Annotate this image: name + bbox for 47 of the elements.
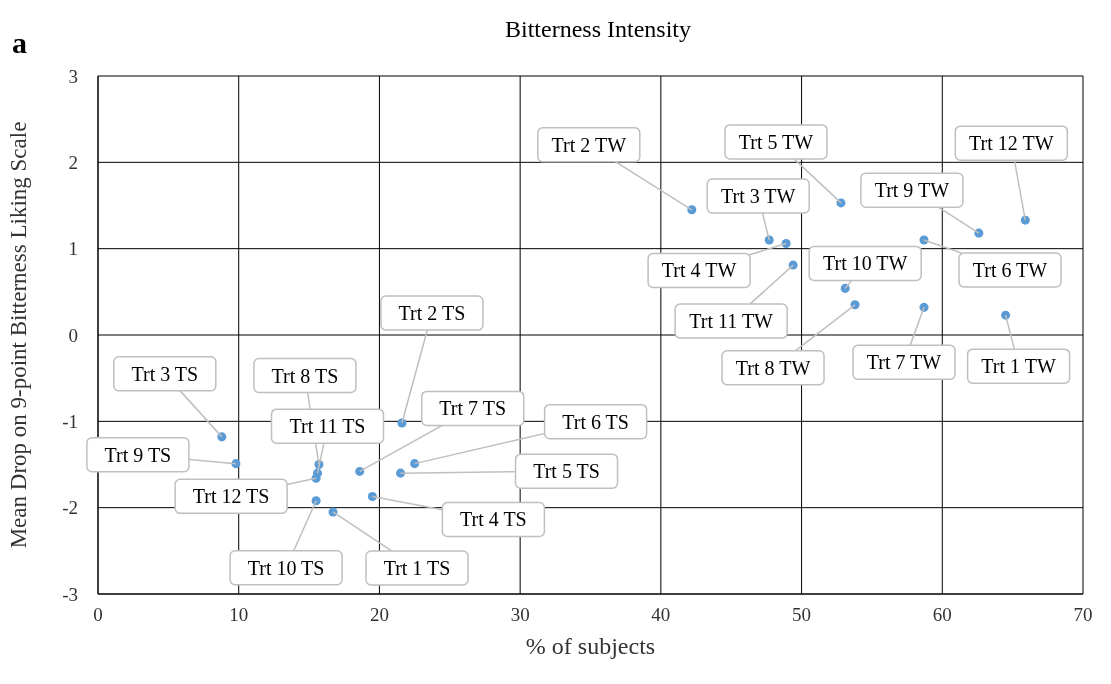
annotation: Trt 10 TS	[247, 556, 325, 579]
callout-box: Trt 3 TS	[113, 356, 223, 438]
x-tick-label: 50	[792, 604, 812, 626]
annotation: Trt 6 TW	[972, 259, 1048, 282]
annotation: Trt 4 TW	[661, 259, 737, 282]
y-tick-label: 0	[68, 324, 78, 346]
text: a	[12, 26, 27, 60]
annotation: Trt 9 TW	[874, 179, 950, 202]
y-tick-label: -3	[62, 583, 78, 605]
x-tick-label: 0	[93, 604, 103, 626]
annotation: Trt 2 TS	[398, 302, 466, 325]
annotation: Trt 2 TW	[551, 133, 627, 156]
annotation: Trt 11 TW	[689, 310, 774, 333]
annotation: Trt 10 TW	[822, 252, 908, 275]
callout-box: Trt 2 TW	[537, 127, 693, 211]
callout-box: Trt 12 TW	[954, 125, 1069, 221]
x-axis-title: % of subjects	[525, 633, 656, 659]
point	[410, 459, 420, 469]
annotation: Trt 6 TS	[562, 410, 629, 433]
annotation: Trt 5 TW	[738, 130, 814, 153]
chart-title: Bitterness Intensity	[504, 16, 692, 43]
callout-box: Trt 7 TW	[852, 306, 956, 381]
y-tick-label: -1	[62, 411, 78, 433]
annotation: Trt 4 TS	[460, 508, 527, 531]
annotation: Trt 1 TW	[981, 355, 1056, 378]
y-tick-label: 3	[68, 65, 78, 87]
annotation: Trt 7 TS	[439, 397, 507, 420]
annotation: Trt 8 TW	[735, 356, 811, 379]
x-tick-label: 20	[369, 604, 389, 626]
x-tick-label: 70	[1073, 604, 1093, 626]
x-tick-label: 40	[651, 604, 671, 626]
y-tick-label: 1	[68, 238, 78, 260]
annotation: Trt 5 TS	[533, 460, 600, 483]
x-tick-label: 10	[229, 604, 249, 626]
y-axis-title: Mean Drop on 9-point Bitterness Liking Scale	[6, 121, 32, 549]
annotation: Trt 8 TS	[271, 364, 339, 387]
annotation: Trt 1 TS	[383, 556, 451, 579]
annotation: Trt 7 TW	[866, 351, 942, 374]
annotation: Trt 3 TW	[720, 185, 796, 208]
callout-box: Trt 5 TS	[399, 453, 619, 489]
x-tick-label: 60	[932, 604, 952, 626]
y-tick-label: 2	[68, 152, 78, 174]
annotation: Trt 12 TW	[969, 132, 1054, 155]
annotation: Trt 9 TS	[104, 443, 172, 466]
y-tick-label: -2	[62, 497, 78, 519]
x-tick-label: 30	[510, 604, 530, 626]
annotation: Trt 3 TS	[131, 362, 199, 385]
